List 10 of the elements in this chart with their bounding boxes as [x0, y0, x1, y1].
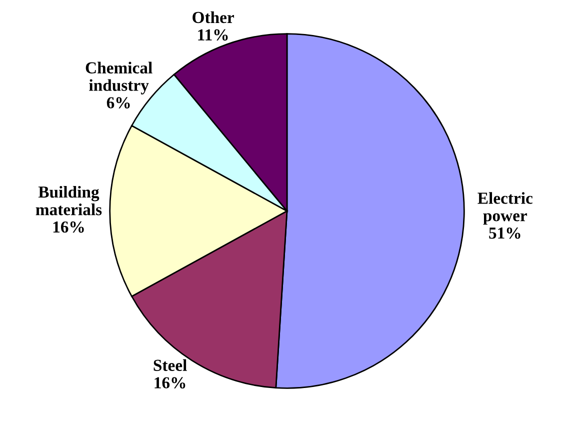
slice-label: Chemical industry — [86, 62, 152, 94]
slice-label: Electric power — [478, 192, 532, 225]
slice-label: Steel — [154, 359, 187, 371]
slice-label: Building materials — [36, 186, 102, 216]
data-label: 6% — [106, 97, 130, 108]
data-label: 51% — [489, 227, 520, 239]
slice-label: Other — [192, 11, 234, 24]
data-label: 16% — [53, 221, 84, 233]
data-label: 16% — [154, 377, 186, 388]
data-label: 11% — [198, 29, 228, 41]
